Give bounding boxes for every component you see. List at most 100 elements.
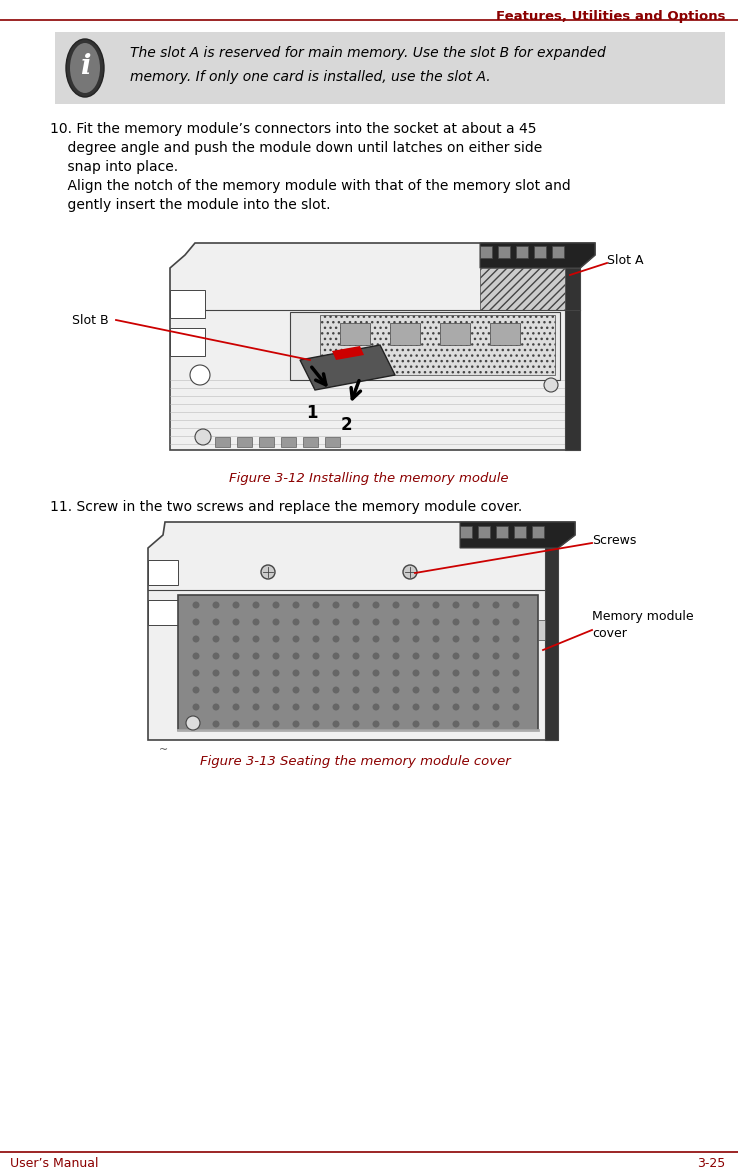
Circle shape — [492, 653, 500, 660]
Circle shape — [432, 635, 440, 642]
Circle shape — [312, 619, 320, 626]
Circle shape — [492, 721, 500, 728]
Circle shape — [432, 669, 440, 676]
Circle shape — [272, 653, 280, 660]
Circle shape — [393, 687, 399, 694]
Circle shape — [333, 619, 339, 626]
Circle shape — [512, 635, 520, 642]
Text: degree angle and push the module down until latches on either side: degree angle and push the module down un… — [50, 141, 542, 155]
Circle shape — [373, 703, 379, 710]
Text: Slot B: Slot B — [72, 313, 108, 327]
Bar — [552, 246, 564, 258]
Text: User’s Manual: User’s Manual — [10, 1157, 98, 1170]
Circle shape — [452, 601, 460, 608]
Circle shape — [512, 653, 520, 660]
Circle shape — [413, 721, 419, 728]
Circle shape — [373, 721, 379, 728]
Circle shape — [413, 635, 419, 642]
Circle shape — [252, 703, 260, 710]
Circle shape — [373, 687, 379, 694]
Circle shape — [393, 669, 399, 676]
Circle shape — [252, 687, 260, 694]
Polygon shape — [300, 345, 395, 390]
Text: i: i — [80, 53, 90, 80]
Text: 2: 2 — [340, 416, 352, 434]
Circle shape — [190, 364, 210, 384]
Circle shape — [544, 379, 558, 391]
Circle shape — [186, 716, 200, 730]
Polygon shape — [460, 522, 575, 548]
Circle shape — [373, 619, 379, 626]
Circle shape — [232, 669, 240, 676]
Bar — [478, 526, 490, 538]
Bar — [215, 437, 230, 447]
Bar — [490, 323, 520, 345]
Circle shape — [333, 601, 339, 608]
Circle shape — [452, 653, 460, 660]
Circle shape — [193, 653, 199, 660]
Circle shape — [353, 635, 359, 642]
Circle shape — [353, 687, 359, 694]
Ellipse shape — [66, 39, 104, 97]
Circle shape — [353, 669, 359, 676]
Circle shape — [272, 721, 280, 728]
Bar — [259, 437, 274, 447]
Text: The slot A is reserved for main memory. Use the slot B for expanded: The slot A is reserved for main memory. … — [130, 46, 606, 60]
Circle shape — [232, 635, 240, 642]
Circle shape — [272, 635, 280, 642]
Circle shape — [512, 619, 520, 626]
Bar — [514, 526, 526, 538]
Circle shape — [195, 429, 211, 445]
Circle shape — [232, 619, 240, 626]
Circle shape — [353, 601, 359, 608]
Text: Features, Utilities and Options: Features, Utilities and Options — [495, 11, 725, 23]
Circle shape — [333, 703, 339, 710]
Circle shape — [261, 565, 275, 579]
Circle shape — [333, 721, 339, 728]
Circle shape — [272, 601, 280, 608]
Circle shape — [472, 619, 480, 626]
Circle shape — [232, 721, 240, 728]
Circle shape — [272, 703, 280, 710]
Text: gently insert the module into the slot.: gently insert the module into the slot. — [50, 198, 331, 212]
Circle shape — [292, 687, 300, 694]
Polygon shape — [480, 243, 595, 268]
Circle shape — [512, 721, 520, 728]
Circle shape — [492, 619, 500, 626]
Text: Slot A: Slot A — [607, 253, 644, 266]
Circle shape — [353, 703, 359, 710]
Bar — [498, 246, 510, 258]
Polygon shape — [565, 268, 580, 450]
Circle shape — [432, 601, 440, 608]
Circle shape — [393, 601, 399, 608]
Bar — [532, 526, 544, 538]
Text: 10. Fit the memory module’s connectors into the socket at about a 45: 10. Fit the memory module’s connectors i… — [50, 122, 537, 136]
Bar — [303, 437, 318, 447]
Polygon shape — [332, 346, 364, 360]
Circle shape — [452, 619, 460, 626]
Circle shape — [252, 669, 260, 676]
Circle shape — [393, 635, 399, 642]
Circle shape — [432, 653, 440, 660]
Circle shape — [452, 669, 460, 676]
Text: 3-25: 3-25 — [697, 1157, 725, 1170]
Circle shape — [213, 721, 219, 728]
Circle shape — [252, 721, 260, 728]
Ellipse shape — [70, 43, 100, 93]
Bar — [460, 526, 472, 538]
Circle shape — [452, 687, 460, 694]
Circle shape — [272, 687, 280, 694]
Circle shape — [413, 601, 419, 608]
Circle shape — [312, 635, 320, 642]
Circle shape — [193, 687, 199, 694]
Polygon shape — [320, 315, 555, 375]
Circle shape — [232, 601, 240, 608]
Circle shape — [353, 619, 359, 626]
Text: Screws: Screws — [592, 533, 636, 546]
Circle shape — [232, 687, 240, 694]
Text: Memory module
cover: Memory module cover — [592, 609, 694, 640]
Circle shape — [312, 669, 320, 676]
Circle shape — [193, 635, 199, 642]
Circle shape — [252, 635, 260, 642]
Circle shape — [333, 653, 339, 660]
